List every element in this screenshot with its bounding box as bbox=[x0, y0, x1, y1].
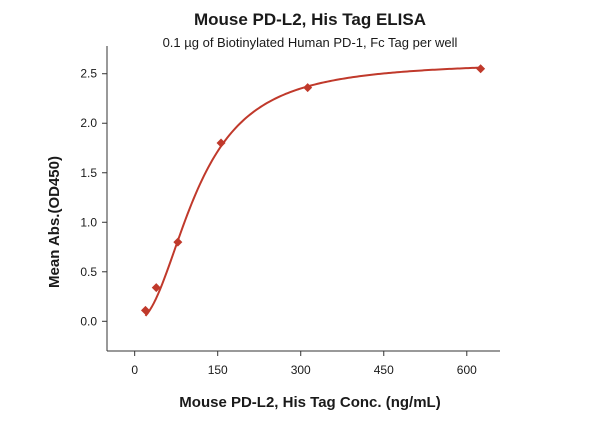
data-point bbox=[140, 305, 150, 315]
x-tick-label: 300 bbox=[291, 363, 311, 377]
y-tick-label: 2.0 bbox=[80, 116, 97, 130]
y-tick-label: 2.5 bbox=[80, 67, 97, 81]
data-point bbox=[151, 283, 161, 293]
y-tick-label: 0.0 bbox=[80, 314, 97, 328]
data-point bbox=[476, 64, 486, 74]
x-axis-label: Mouse PD-L2, His Tag Conc. (ng/mL) bbox=[179, 394, 440, 411]
chart-title: Mouse PD-L2, His Tag ELISA bbox=[194, 10, 426, 29]
data-point bbox=[173, 237, 183, 247]
data-point bbox=[303, 83, 313, 93]
y-tick-label: 1.5 bbox=[80, 166, 97, 180]
data-point bbox=[216, 138, 226, 148]
chart-subtitle: 0.1 µg of Biotinylated Human PD-1, Fc Ta… bbox=[163, 35, 458, 50]
y-tick-label: 0.5 bbox=[80, 265, 97, 279]
data-points bbox=[140, 64, 486, 315]
y-axis-label: Mean Abs.(OD450) bbox=[46, 156, 63, 288]
y-ticks: 0.0 0.5 1.0 1.5 2.0 2.5 bbox=[80, 67, 107, 328]
x-tick-label: 450 bbox=[374, 363, 394, 377]
x-tick-label: 600 bbox=[457, 363, 477, 377]
y-tick-label: 1.0 bbox=[80, 215, 97, 229]
x-tick-label: 150 bbox=[208, 363, 228, 377]
fit-curve bbox=[144, 66, 481, 317]
x-ticks: 0 150 300 450 600 bbox=[131, 351, 477, 377]
x-tick-label: 0 bbox=[131, 363, 138, 377]
